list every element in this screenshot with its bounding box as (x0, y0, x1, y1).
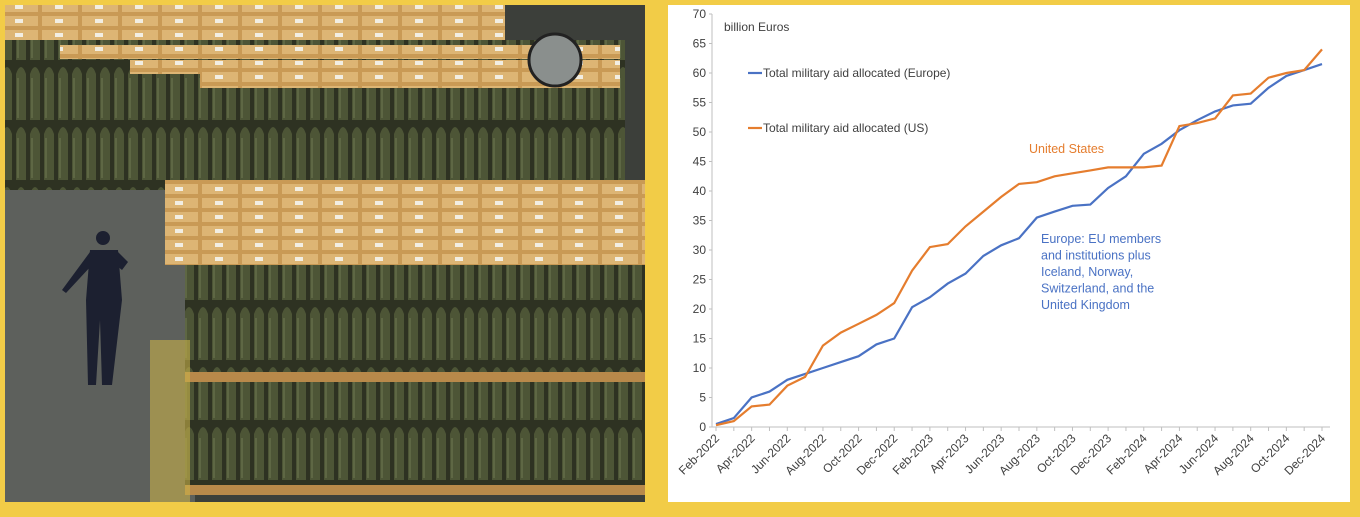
y-tick-label: 0 (699, 420, 706, 434)
y-tick-label: 30 (693, 243, 707, 257)
annotation: and institutions plus (1041, 249, 1151, 263)
y-tick-label: 65 (693, 37, 707, 51)
y-axis-label: billion Euros (724, 20, 789, 34)
annotation: Iceland, Norway, (1041, 265, 1133, 279)
y-tick-label: 50 (693, 125, 707, 139)
chart-panel (668, 5, 1350, 502)
annotation: United Kingdom (1041, 298, 1130, 312)
y-tick-label: 10 (693, 361, 707, 375)
y-tick-label: 15 (693, 332, 707, 346)
y-tick-label: 70 (693, 7, 707, 21)
y-tick-label: 5 (699, 391, 706, 405)
annotation: United States (1029, 142, 1104, 156)
y-tick-label: 25 (693, 273, 707, 287)
y-tick-label: 60 (693, 66, 707, 80)
legend-label: Total military aid allocated (US) (763, 121, 928, 135)
photo (5, 5, 645, 502)
legend-label: Total military aid allocated (Europe) (763, 66, 950, 80)
annotation: Switzerland, and the (1041, 282, 1154, 296)
data-line (715, 48, 1323, 427)
annotation: Europe: EU members (1041, 232, 1161, 246)
y-tick-label: 35 (693, 214, 707, 228)
y-tick-label: 55 (693, 96, 707, 110)
y-tick-label: 45 (693, 155, 707, 169)
y-tick-label: 40 (693, 184, 707, 198)
y-tick-label: 20 (693, 302, 707, 316)
